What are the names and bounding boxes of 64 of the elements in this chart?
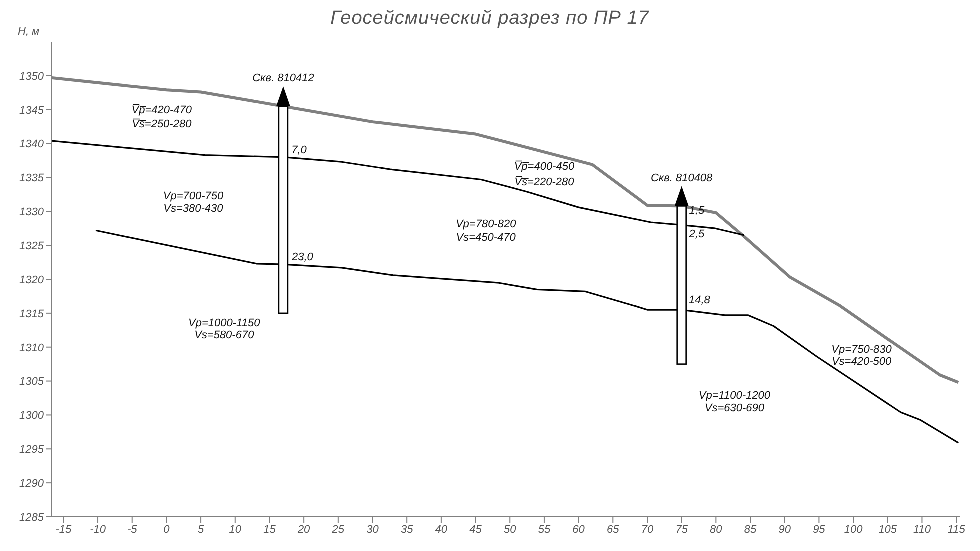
x-tick-label: 80 (710, 524, 724, 536)
annotation: Vp=700-750 (163, 190, 224, 203)
x-tick-label: 50 (504, 524, 518, 536)
x-tick-label: 110 (913, 524, 932, 536)
y-tick-label: 1300 (20, 410, 45, 422)
annotation: Vp=1000-1150 (188, 318, 262, 330)
x-tick-label: 45 (470, 524, 483, 536)
x-tick-label: -10 (90, 524, 107, 536)
annotation: Скв. 810408 (650, 172, 714, 184)
annotation: Vp=750-830 (832, 344, 893, 356)
y-tick-label: 1340 (20, 138, 45, 151)
x-tick-label: 70 (641, 524, 654, 536)
annotation: 14,8 (688, 294, 712, 306)
y-tick-label: 1345 (20, 104, 45, 117)
x-tick-label: 10 (229, 524, 242, 536)
y-tick-label: 1320 (20, 274, 45, 286)
annotation: 7,0 (292, 144, 308, 156)
x-tick-label: 40 (435, 524, 448, 536)
x-tick-label: 85 (744, 524, 758, 536)
annotation: V̅p̅=420-470 (132, 104, 193, 116)
annotation: Vs=420-500 (832, 356, 892, 368)
y-tick-label: 1335 (20, 172, 45, 185)
annotation: V̅p̅=400-450 (514, 160, 576, 173)
x-tick-label: 90 (778, 524, 792, 536)
y-axis-title: Н, м (18, 26, 40, 38)
annotation: V̅s̅=250-280 (132, 118, 193, 131)
x-tick-label: -15 (56, 524, 73, 536)
y-tick-label: 1285 (20, 512, 45, 524)
y-tick-label: 1295 (20, 444, 45, 456)
annotation: Скв. 810412 (252, 72, 314, 85)
x-tick-label: 105 (878, 524, 898, 536)
x-tick-label: 25 (331, 524, 346, 536)
y-tick-label: 1350 (20, 70, 45, 83)
x-tick-label: 65 (607, 524, 620, 536)
x-tick-label: 95 (813, 524, 826, 536)
annotation: 23,0 (290, 252, 314, 264)
x-tick-label: 100 (844, 524, 864, 536)
x-tick-label: 20 (296, 524, 312, 536)
annotation: Vp=780-820 (456, 218, 518, 230)
x-tick-label: 55 (538, 524, 552, 536)
y-tick-label: 1290 (20, 478, 45, 490)
annotation: V̅s̅=220-280 (514, 175, 576, 188)
annotation: Vs=580-670 (194, 330, 256, 342)
x-tick-label: 115 (948, 524, 966, 536)
x-tick-label: 15 (264, 524, 277, 536)
annotation: Vs=380-430 (164, 202, 224, 215)
annotation: Vp=1100-1200 (698, 390, 772, 402)
y-tick-label: 1305 (20, 376, 45, 388)
x-tick-label: 60 (572, 524, 586, 536)
x-tick-label: 75 (676, 524, 689, 536)
chart-title: Геосейсмический разрез по ПР 17 (330, 8, 650, 29)
annotation: 2,5 (688, 228, 706, 241)
x-tick-label: -5 (127, 524, 138, 536)
annotation: Vs=630-690 (704, 402, 766, 414)
y-tick-label: 1315 (20, 308, 45, 320)
x-tick-label: 35 (400, 524, 414, 536)
y-tick-label: 1330 (20, 206, 45, 219)
annotation: Vs=450-470 (456, 232, 517, 244)
x-tick-label: 5 (198, 524, 205, 536)
x-tick-label: 0 (164, 524, 171, 536)
y-tick-label: 1325 (20, 240, 45, 252)
x-tick-label: 30 (366, 524, 380, 536)
y-tick-label: 1310 (20, 342, 45, 354)
annotation: 1,5 (689, 204, 706, 217)
